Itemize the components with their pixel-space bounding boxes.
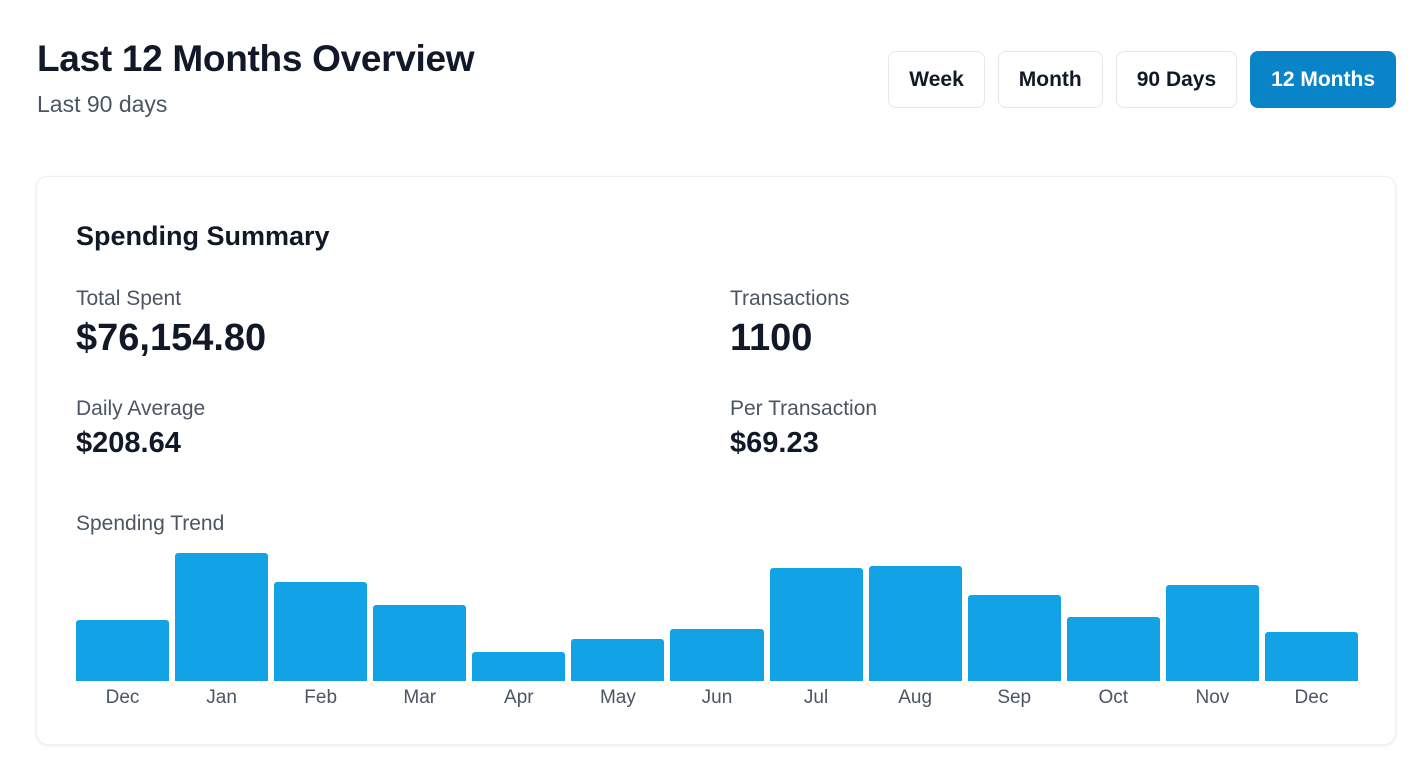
- transactions-value: 1100: [730, 317, 813, 359]
- total-spent-value: $76,154.80: [76, 317, 267, 359]
- x-tick-label: Jul: [803, 687, 829, 708]
- daily-average-label: Daily Average: [76, 397, 206, 420]
- bar-mar-3[interactable]: [373, 605, 467, 681]
- x-tick-label: May: [599, 687, 636, 708]
- range-90-days-button[interactable]: 90 Days: [1115, 51, 1238, 108]
- bar-jan-1[interactable]: [175, 553, 269, 681]
- bar-feb-2[interactable]: [274, 582, 368, 681]
- range-month-button[interactable]: Month: [997, 51, 1103, 108]
- x-tick-label: Oct: [1098, 687, 1129, 708]
- bar-dec-12[interactable]: [1264, 632, 1358, 681]
- bar-apr-4[interactable]: [472, 651, 566, 681]
- bar-sep-9[interactable]: [967, 595, 1061, 681]
- bar-jun-6[interactable]: [670, 628, 764, 681]
- bar-oct-10[interactable]: [1066, 617, 1160, 681]
- per-transaction-stat: Per Transaction $69.23: [730, 397, 877, 460]
- spending-summary-card: Spending Summary Total Spent $76,154.80 …: [36, 176, 1396, 745]
- daily-average-value: $208.64: [76, 427, 181, 459]
- per-transaction-label: Per Transaction: [730, 397, 878, 420]
- daily-average-stat: Daily Average $208.64: [76, 397, 205, 460]
- transactions-label: Transactions: [730, 287, 850, 310]
- bar-dec-0[interactable]: [76, 619, 170, 681]
- spending-trend-label: Spending Trend: [76, 512, 225, 535]
- time-range-selector: Week Month 90 Days 12 Months: [888, 51, 1396, 108]
- range-week-button[interactable]: Week: [888, 51, 985, 108]
- bar-nov-11[interactable]: [1165, 585, 1259, 681]
- bar-may-5[interactable]: [571, 638, 665, 681]
- x-tick-label: Dec: [1294, 687, 1329, 708]
- range-12-months-button[interactable]: 12 Months: [1250, 51, 1396, 108]
- x-tick-label: Aug: [898, 687, 933, 708]
- per-transaction-value: $69.23: [730, 427, 819, 459]
- page-subtitle: Last 90 days: [37, 91, 168, 117]
- spending-trend-chart: Dec Jan Feb Mar Apr May Jun Jul Aug Sep Oct Nov Dec: [76, 549, 1358, 709]
- x-tick-label: Jun: [701, 687, 733, 708]
- card-title: Spending Summary: [76, 221, 330, 251]
- total-spent-label: Total Spent: [76, 287, 182, 310]
- x-tick-label: Mar: [403, 687, 437, 708]
- page-title: Last 12 Months Overview: [37, 38, 475, 79]
- x-tick-label: Nov: [1195, 687, 1230, 708]
- x-tick-label: Feb: [304, 687, 338, 708]
- bar-jul-7[interactable]: [769, 568, 863, 681]
- x-tick-label: Jan: [206, 687, 237, 708]
- bar-aug-8[interactable]: [868, 565, 962, 681]
- x-tick-label: Dec: [105, 687, 140, 708]
- total-spent-stat: Total Spent $76,154.80: [76, 287, 266, 360]
- x-tick-label: Apr: [504, 687, 534, 708]
- x-tick-label: Sep: [997, 687, 1032, 708]
- transactions-stat: Transactions 1100: [730, 287, 849, 360]
